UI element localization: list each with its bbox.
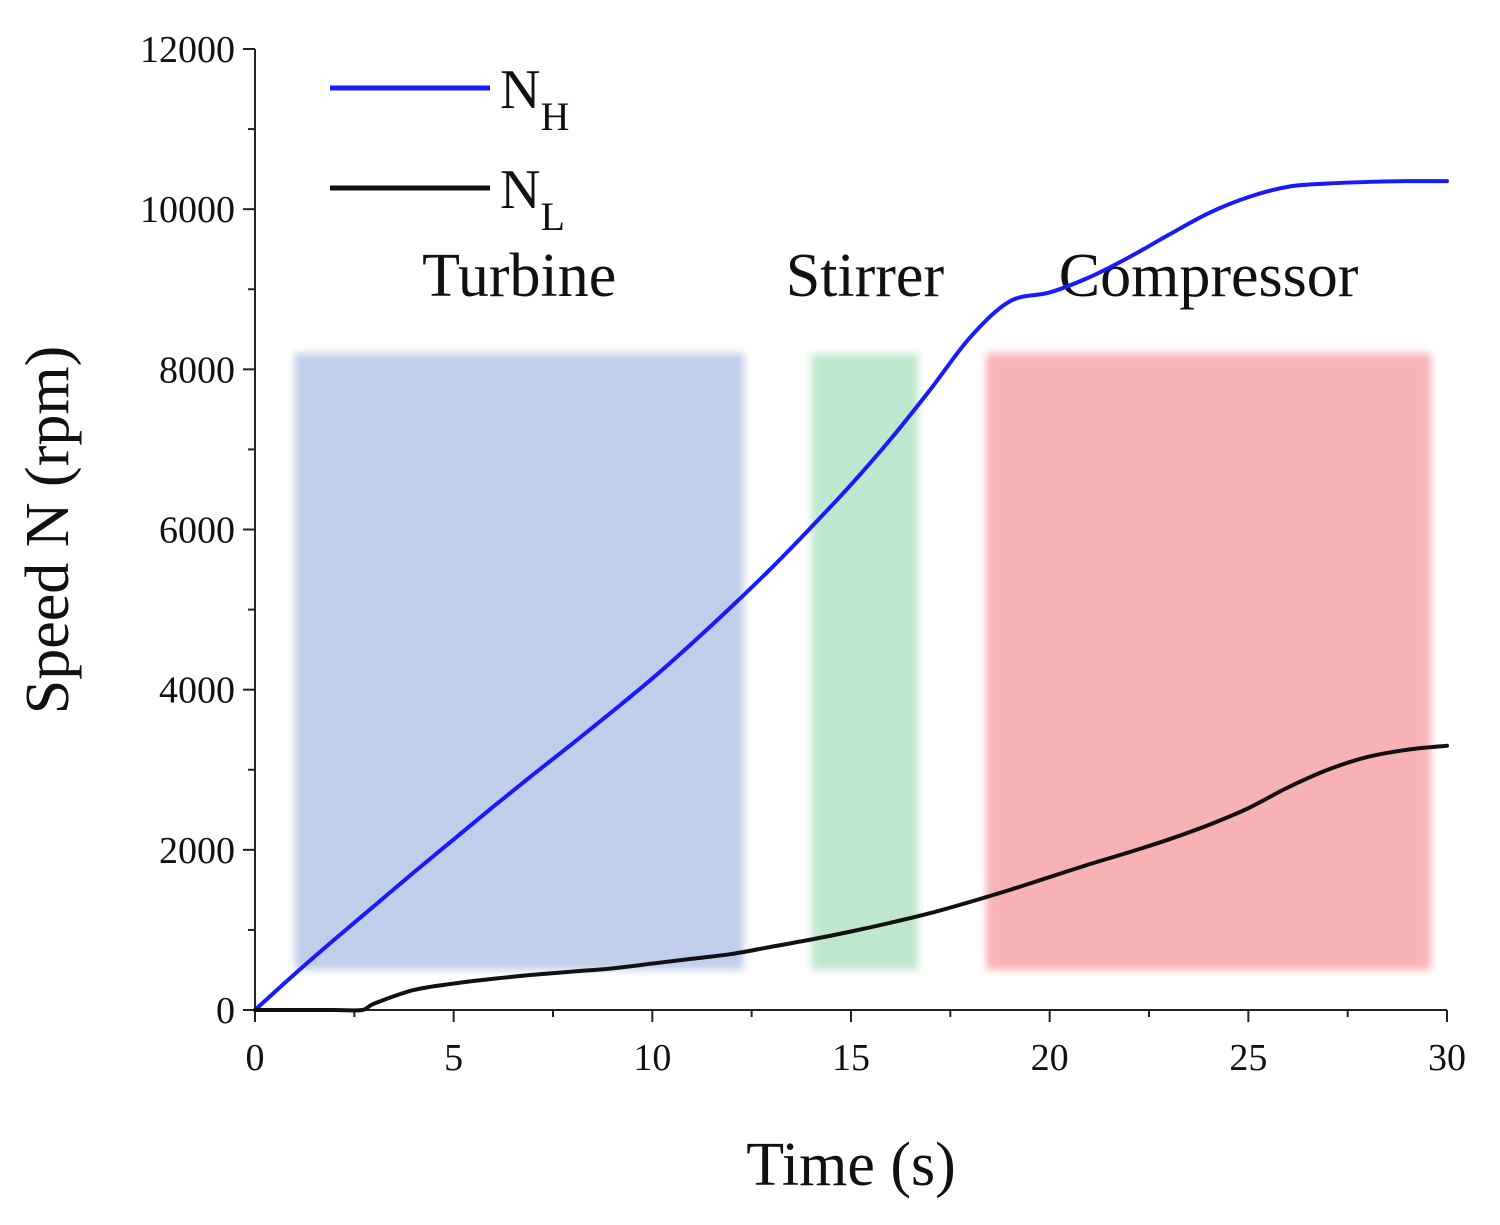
y-ticks: 0 2000 4000 6000 8000 10000 12000 bbox=[140, 29, 255, 1032]
series-lines bbox=[253, 179, 1449, 1013]
y-tick-label: 10000 bbox=[140, 189, 235, 231]
x-ticks: 0 5 10 15 20 25 30 bbox=[246, 1010, 1466, 1079]
x-tick-label: 30 bbox=[1428, 1037, 1466, 1079]
y-axis-title: Speed N (rpm) bbox=[14, 346, 82, 714]
legend-label-base: N bbox=[500, 59, 540, 121]
series-line-nl bbox=[253, 743, 1449, 1013]
region-labels: Turbine Stirrer Compressor bbox=[422, 242, 1359, 310]
x-tick-label: 0 bbox=[246, 1037, 265, 1079]
y-tick-label: 6000 bbox=[159, 510, 235, 552]
shaded-regions bbox=[294, 353, 1432, 970]
y-tick-label: 8000 bbox=[159, 349, 235, 391]
y-tick-label: 0 bbox=[216, 990, 235, 1032]
legend-label-subscript: L bbox=[540, 194, 564, 239]
y-tick-label: 2000 bbox=[159, 830, 235, 872]
y-tick-label: 12000 bbox=[140, 29, 235, 71]
legend-label-subscript: H bbox=[540, 94, 569, 139]
region-label-compressor: Compressor bbox=[1059, 242, 1359, 310]
region-label-stirrer: Stirrer bbox=[786, 242, 945, 310]
x-tick-label: 20 bbox=[1031, 1037, 1069, 1079]
x-tick-label: 10 bbox=[633, 1037, 671, 1079]
y-tick-label: 4000 bbox=[159, 670, 235, 712]
region-stirrer bbox=[811, 353, 919, 970]
legend-label-nh: NH bbox=[500, 59, 569, 139]
legend-label-base: N bbox=[500, 159, 540, 221]
x-axis-title: Time (s) bbox=[746, 1131, 956, 1199]
x-tick-label: 5 bbox=[444, 1037, 463, 1079]
region-compressor bbox=[986, 353, 1432, 970]
x-tick-label: 15 bbox=[832, 1037, 870, 1079]
series-line-nh bbox=[253, 179, 1449, 1012]
region-turbine bbox=[294, 353, 744, 970]
legend-label-nl: NL bbox=[500, 159, 565, 239]
region-label-turbine: Turbine bbox=[422, 242, 616, 310]
x-tick-label: 25 bbox=[1229, 1037, 1267, 1079]
